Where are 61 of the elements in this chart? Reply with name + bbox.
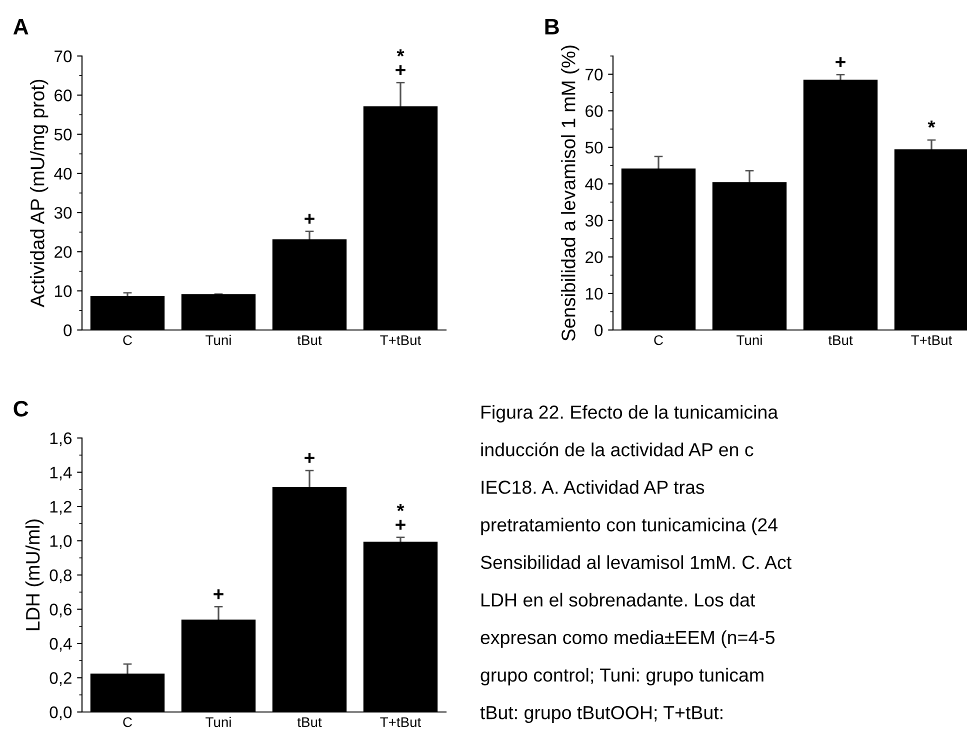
text: Figura 22. Efecto de la tunicamicina: [482, 405, 778, 423]
annotation: *: [396, 49, 404, 56]
y-tick-label: 50: [585, 142, 603, 154]
annotation: +: [304, 214, 314, 224]
text: expresan como media±EEM (n=4-5: [480, 630, 775, 648]
annotation: *: [396, 504, 404, 512]
y-tick-label: 10: [586, 288, 603, 300]
y-tick-label: 0,8: [50, 569, 72, 584]
y-tick-label: 1,6: [50, 432, 72, 446]
annotation: +: [836, 57, 846, 68]
text: grupo control; Tuni: grupo tunicam: [480, 668, 764, 686]
annotation: +: [214, 589, 224, 600]
x-tick-label: tBut: [297, 335, 322, 346]
annotation: +: [396, 65, 406, 76]
y-tick-label: 1,0: [50, 535, 72, 549]
y-tick-label: 0: [594, 324, 603, 336]
y-tick-label: 50: [54, 128, 72, 140]
x-tick-label: T+tBut: [380, 335, 422, 346]
y-axis-title: Actividad AP (mU/mg prot): [30, 80, 48, 308]
y-axis-title: LDH (mU/ml): [25, 520, 44, 630]
x-tick-label: T+tBut: [911, 335, 952, 346]
y-tick-label: 30: [585, 214, 603, 227]
y-tick-label: 1,4: [50, 466, 72, 480]
x-tick-label: tBut: [297, 717, 322, 728]
y-tick-label: 40: [54, 168, 72, 180]
x-tick-label: tBut: [828, 335, 853, 346]
x-tick-label: C: [123, 717, 132, 728]
y-tick-label: 0: [64, 324, 72, 336]
chart-title: C: [14, 400, 28, 417]
text: LDH en el sobrenadante. Los dat: [482, 592, 756, 607]
x-tick-label: Tuni: [206, 716, 231, 728]
text: Sensibilidad al levamisol 1mM. C. Act: [480, 555, 792, 570]
y-tick-label: 20: [54, 246, 72, 258]
y-tick-label: 20: [586, 251, 603, 264]
x-tick-label: Tuni: [206, 334, 231, 346]
y-tick-label: 40: [585, 178, 603, 190]
y-tick-label: 10: [55, 285, 72, 298]
x-tick-label: T+tBut: [380, 717, 422, 728]
x-tick-label: C: [654, 335, 663, 346]
y-tick-label: 70: [586, 68, 603, 80]
y-tick-label: 0,0: [50, 706, 72, 720]
text: inducción de la actividad AP en c: [481, 442, 754, 456]
y-tick-label: 1,2: [50, 500, 72, 515]
y-axis-title: Sensibilidad a levamisol 1 mM (%): [561, 46, 580, 341]
x-tick-label: C: [123, 335, 132, 346]
y-tick-label: 60: [54, 90, 72, 102]
annotation: +: [304, 453, 314, 463]
y-tick-label: 0,6: [50, 604, 72, 618]
chart-title: B: [545, 19, 559, 34]
y-tick-label: 0,4: [50, 638, 72, 652]
y-tick-label: 30: [54, 206, 72, 219]
annotation: *: [928, 120, 936, 128]
y-tick-label: 70: [54, 50, 72, 62]
y-tick-label: 0,2: [50, 672, 72, 686]
text: IEC18. A. Actividad AP tras: [482, 480, 704, 494]
text: pretratamiento con tunicamicina (24: [481, 518, 778, 536]
x-tick-label: Tuni: [736, 334, 762, 346]
text: tBut: grupo tButOOH; T+tBut:: [480, 706, 722, 723]
chart-title: A: [13, 19, 28, 34]
annotation: +: [396, 520, 406, 530]
y-tick-label: 60: [586, 105, 603, 118]
